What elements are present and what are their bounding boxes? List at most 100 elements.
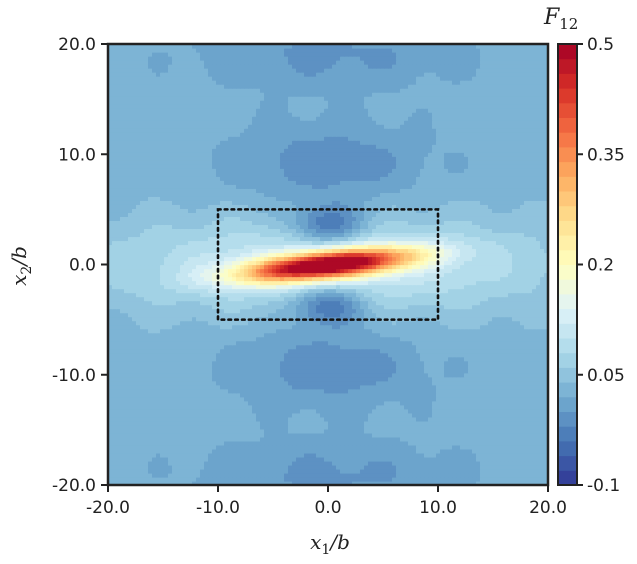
field-cell [288, 336, 293, 342]
field-cell [268, 384, 273, 390]
field-cell [480, 320, 485, 326]
field-cell [500, 380, 505, 386]
field-cell [432, 428, 437, 434]
field-cell [396, 384, 401, 390]
field-cell [404, 440, 409, 446]
field-cell [356, 452, 361, 458]
field-cell [424, 408, 429, 414]
field-cell [348, 336, 353, 342]
field-cell [516, 460, 521, 466]
field-cell [292, 464, 297, 470]
field-cell [164, 372, 169, 378]
field-cell [200, 468, 205, 474]
field-cell [256, 384, 261, 390]
field-cell [260, 380, 265, 386]
field-cell [332, 440, 337, 446]
field-cell [328, 348, 333, 354]
field-cell [248, 324, 253, 330]
field-cell [280, 444, 285, 450]
field-cell [372, 476, 377, 482]
field-cell [476, 316, 481, 322]
field-cell [112, 328, 117, 334]
field-cell [136, 332, 141, 338]
field-cell [544, 360, 548, 366]
field-cell [352, 360, 357, 366]
field-cell [292, 456, 297, 462]
field-cell [208, 364, 213, 370]
field-cell [432, 456, 437, 462]
field-cell [248, 412, 253, 418]
field-cell [452, 440, 457, 446]
field-cell [172, 416, 177, 422]
field-cell [160, 480, 165, 485]
field-cell [184, 476, 189, 482]
field-cell [440, 344, 445, 350]
field-cell [508, 476, 513, 482]
field-cell [296, 404, 301, 410]
field-cell [184, 300, 189, 306]
field-cell [308, 376, 313, 382]
field-cell [416, 388, 421, 394]
field-cell [188, 372, 193, 378]
field-cell [504, 476, 509, 482]
field-cell [292, 412, 297, 418]
field-cell [180, 448, 185, 454]
field-cell [456, 448, 461, 454]
field-cell [504, 340, 509, 346]
field-cell [308, 396, 313, 402]
field-cell [532, 460, 537, 466]
field-cell [200, 436, 205, 442]
field-cell [268, 408, 273, 414]
field-cell [476, 312, 481, 318]
field-cell [312, 332, 317, 338]
field-cell [212, 372, 217, 378]
field-cell [484, 424, 489, 430]
field-cell [152, 420, 157, 426]
field-cell [356, 304, 361, 310]
field-cell [392, 400, 397, 406]
field-cell [268, 352, 273, 358]
field-cell [328, 376, 333, 382]
field-cell [364, 392, 369, 398]
field-cell [192, 380, 197, 386]
field-cell [220, 336, 225, 342]
field-cell [336, 388, 341, 394]
field-cell [112, 380, 117, 386]
field-cell [224, 428, 229, 434]
field-cell [472, 408, 477, 414]
field-cell [168, 348, 173, 354]
field-cell [296, 436, 301, 442]
field-cell [208, 432, 213, 438]
field-cell [260, 456, 265, 462]
field-cell [168, 468, 173, 474]
field-cell [260, 352, 265, 358]
field-cell [324, 376, 329, 382]
field-cell [544, 476, 548, 482]
field-cell [284, 308, 289, 314]
field-cell [152, 380, 157, 386]
field-cell [272, 460, 277, 466]
field-cell [172, 396, 177, 402]
field-cell [216, 356, 221, 362]
field-cell [512, 416, 517, 422]
field-cell [296, 368, 301, 374]
field-cell [460, 388, 465, 394]
field-cell [112, 352, 117, 358]
field-cell [196, 420, 201, 426]
field-cell [488, 336, 493, 342]
field-cell [244, 468, 249, 474]
field-cell [208, 468, 213, 474]
field-cell [344, 360, 349, 366]
field-cell [476, 380, 481, 386]
field-cell [136, 412, 141, 418]
field-cell [412, 380, 417, 386]
field-cell [404, 456, 409, 462]
field-cell [108, 472, 113, 478]
field-cell [512, 404, 517, 410]
field-cell [108, 480, 113, 485]
field-cell [268, 376, 273, 382]
field-cell [540, 316, 545, 322]
field-cell [352, 440, 357, 446]
field-cell [436, 416, 441, 422]
field-cell [348, 384, 353, 390]
